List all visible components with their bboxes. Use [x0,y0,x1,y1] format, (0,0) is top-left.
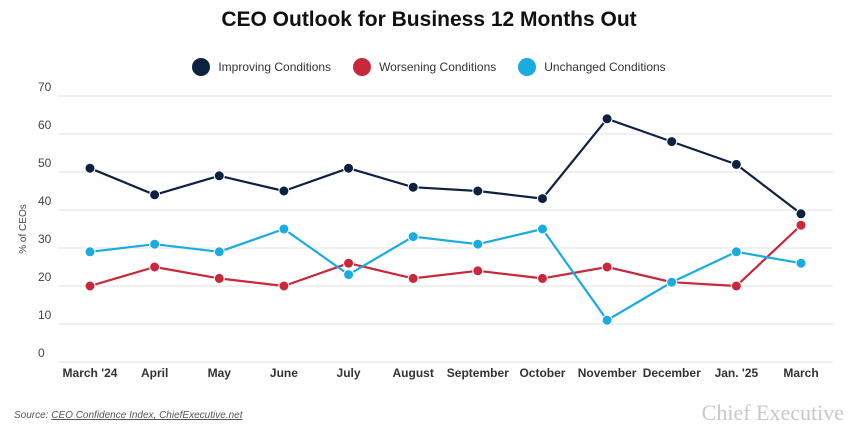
x-tick-label: August [393,366,434,380]
y-tick-label: 50 [38,156,52,170]
data-point[interactable] [278,185,290,197]
data-point[interactable] [407,231,419,243]
data-point[interactable] [213,272,225,284]
legend-item-unchanged: Unchanged Conditions [518,58,666,76]
data-point[interactable] [84,280,96,292]
y-tick-label: 30 [38,232,52,246]
legend-label-unchanged: Unchanged Conditions [544,60,666,74]
data-point[interactable] [601,261,613,273]
data-point[interactable] [84,246,96,258]
legend-marker-unchanged [518,58,537,76]
legend-label-improving: Improving Conditions [218,60,332,74]
series-1 [84,219,807,292]
data-point[interactable] [795,219,807,231]
legend-label-worsening: Worsening Conditions [379,60,497,74]
y-tick-label: 0 [38,346,45,360]
series-line [89,227,802,322]
x-tick-label: May [208,366,232,380]
data-point[interactable] [472,238,484,250]
data-point[interactable] [407,181,419,193]
x-tick-label: April [141,366,168,380]
x-tick-label: October [519,366,565,380]
x-tick-label: March '24 [63,366,118,380]
gridlines [58,95,833,363]
x-axis-ticks: March '24 April May June July August September… [63,366,819,380]
y-axis-label: % of CEOs [18,204,29,253]
data-point[interactable] [536,272,548,284]
data-point[interactable] [472,265,484,277]
data-point[interactable] [213,170,225,182]
x-tick-label: June [270,366,298,380]
series-line [89,117,802,215]
data-point[interactable] [278,280,290,292]
data-point[interactable] [536,193,548,205]
chart-title: CEO Outlook for Business 12 Months Out [221,8,637,31]
legend-marker-improving [192,58,211,76]
data-point[interactable] [84,162,96,174]
y-tick-label: 10 [38,308,52,322]
data-point[interactable] [730,280,742,292]
legend-item-improving: Improving Conditions [192,58,331,76]
chart-legend: Improving Conditions Worsening Condition… [0,58,858,76]
x-tick-label: March [783,366,818,380]
data-point[interactable] [472,185,484,197]
series-lines [84,113,807,326]
data-point[interactable] [213,246,225,258]
x-tick-label: Jan. '25 [715,366,759,380]
series-2 [84,223,807,326]
data-point[interactable] [730,246,742,258]
data-point[interactable] [536,223,548,235]
series-0 [84,113,807,220]
data-point[interactable] [666,136,678,148]
y-axis-ticks: 0 10 20 30 40 50 60 70 [38,80,52,360]
data-point[interactable] [149,261,161,273]
series-line [89,224,802,288]
x-tick-label: July [337,366,361,380]
y-tick-label: 60 [38,118,52,132]
x-tick-label: September [447,366,509,380]
data-point[interactable] [343,162,355,174]
legend-marker-worsening [353,58,372,76]
data-point[interactable] [407,272,419,284]
y-tick-label: 20 [38,270,52,284]
source-prefix: Source: [14,410,52,421]
data-point[interactable] [601,314,613,326]
legend-item-worsening: Worsening Conditions [353,58,496,76]
data-point[interactable] [149,189,161,201]
data-point[interactable] [343,257,355,269]
source-link[interactable]: CEO Confidence Index, ChiefExecutive.net [51,410,243,421]
data-point[interactable] [730,158,742,170]
x-tick-label: December [643,366,701,380]
data-point[interactable] [795,208,807,220]
data-point[interactable] [278,223,290,235]
y-tick-label: 70 [38,80,52,94]
data-point[interactable] [149,238,161,250]
data-point[interactable] [343,269,355,281]
data-point[interactable] [666,276,678,288]
y-tick-label: 40 [38,194,52,208]
data-point[interactable] [601,113,613,125]
x-tick-label: November [578,366,637,380]
brand-logo: Chief Executive [701,400,844,425]
source-note: Source: CEO Confidence Index, ChiefExecu… [14,410,242,421]
data-point[interactable] [795,257,807,269]
